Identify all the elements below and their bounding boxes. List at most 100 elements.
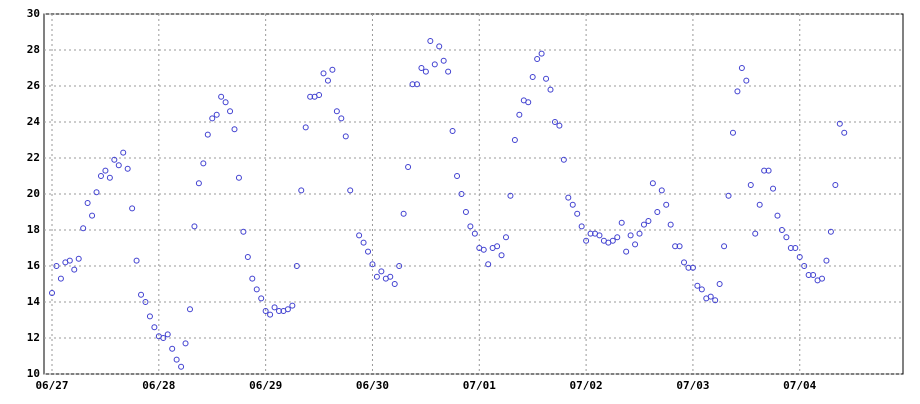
data-point (587, 230, 594, 237)
data-point (267, 311, 274, 318)
data-point (169, 345, 176, 352)
data-point (614, 234, 621, 241)
data-point (841, 129, 848, 136)
data-point (333, 108, 340, 115)
data-point (774, 212, 781, 219)
y-tick-label: 14 (27, 295, 41, 308)
data-point (405, 164, 412, 170)
x-tick-label: 07/04 (783, 379, 816, 392)
data-point (596, 232, 603, 239)
data-point (787, 245, 794, 251)
data-point (129, 205, 136, 212)
data-point (342, 133, 349, 140)
data-point (173, 356, 180, 363)
data-point (160, 335, 167, 341)
data-point (146, 313, 153, 320)
data-point (66, 257, 73, 264)
data-point (320, 70, 327, 77)
data-point (725, 192, 732, 199)
data-point (623, 248, 630, 255)
y-tick-label: 30 (27, 7, 40, 20)
y-tick-label: 12 (27, 331, 40, 344)
data-point (729, 129, 736, 136)
data-point (97, 173, 104, 179)
data-point (409, 81, 416, 88)
data-point (574, 210, 581, 217)
data-point (694, 282, 701, 289)
y-tick-label: 24 (27, 115, 41, 128)
data-point (547, 86, 554, 93)
data-point (712, 297, 719, 304)
data-point (71, 266, 78, 273)
data-point (178, 363, 185, 370)
data-point (685, 264, 692, 271)
data-point (204, 131, 211, 138)
data-point (360, 239, 367, 246)
data-point (707, 293, 714, 300)
data-point (102, 167, 109, 174)
data-point (836, 120, 843, 127)
data-point (823, 257, 830, 264)
data-point (467, 223, 474, 230)
data-point (222, 99, 229, 106)
data-point (440, 57, 447, 64)
data-point (186, 306, 193, 313)
data-point (356, 232, 363, 239)
data-point (454, 173, 461, 179)
data-point (182, 340, 189, 347)
data-point (801, 263, 808, 269)
data-point (365, 248, 372, 255)
data-point (244, 254, 251, 260)
data-point (209, 115, 216, 122)
data-point (556, 122, 563, 129)
data-point (284, 306, 291, 313)
data-point (271, 304, 278, 311)
y-tick-label: 28 (27, 43, 40, 56)
data-point (227, 108, 234, 115)
data-point (649, 180, 656, 187)
data-point (124, 165, 131, 172)
data-point (480, 246, 487, 253)
x-tick-label: 07/02 (570, 379, 603, 392)
data-point (618, 219, 625, 226)
data-point (667, 221, 674, 228)
data-point (538, 50, 545, 57)
data-point (698, 286, 705, 293)
data-point (289, 302, 296, 309)
data-point (249, 275, 256, 282)
data-point (734, 88, 741, 95)
data-point (53, 263, 60, 269)
x-tick-label: 06/29 (249, 379, 282, 392)
data-point (111, 156, 118, 163)
data-point (84, 200, 91, 206)
y-tick-label: 20 (27, 187, 40, 200)
data-point (436, 43, 443, 50)
data-point (502, 234, 509, 241)
data-point (391, 281, 398, 287)
data-point (316, 92, 323, 98)
data-point (57, 275, 64, 282)
y-tick-label: 16 (27, 259, 41, 272)
data-point (49, 290, 56, 296)
data-point (302, 124, 309, 131)
data-point (689, 264, 696, 271)
data-point (191, 223, 198, 230)
y-tick-label: 18 (27, 223, 40, 236)
data-point (338, 115, 345, 122)
data-point (565, 194, 572, 201)
data-point (578, 223, 585, 230)
data-point (738, 65, 745, 71)
data-point (783, 234, 790, 241)
data-point (218, 93, 225, 100)
data-point (721, 243, 728, 250)
data-point (449, 128, 456, 134)
data-point (195, 180, 202, 187)
data-point (138, 291, 145, 298)
data-point (422, 68, 429, 75)
data-point (307, 93, 314, 100)
data-point (213, 111, 220, 118)
data-point (418, 65, 425, 71)
data-point (106, 174, 113, 181)
data-point (400, 210, 407, 217)
